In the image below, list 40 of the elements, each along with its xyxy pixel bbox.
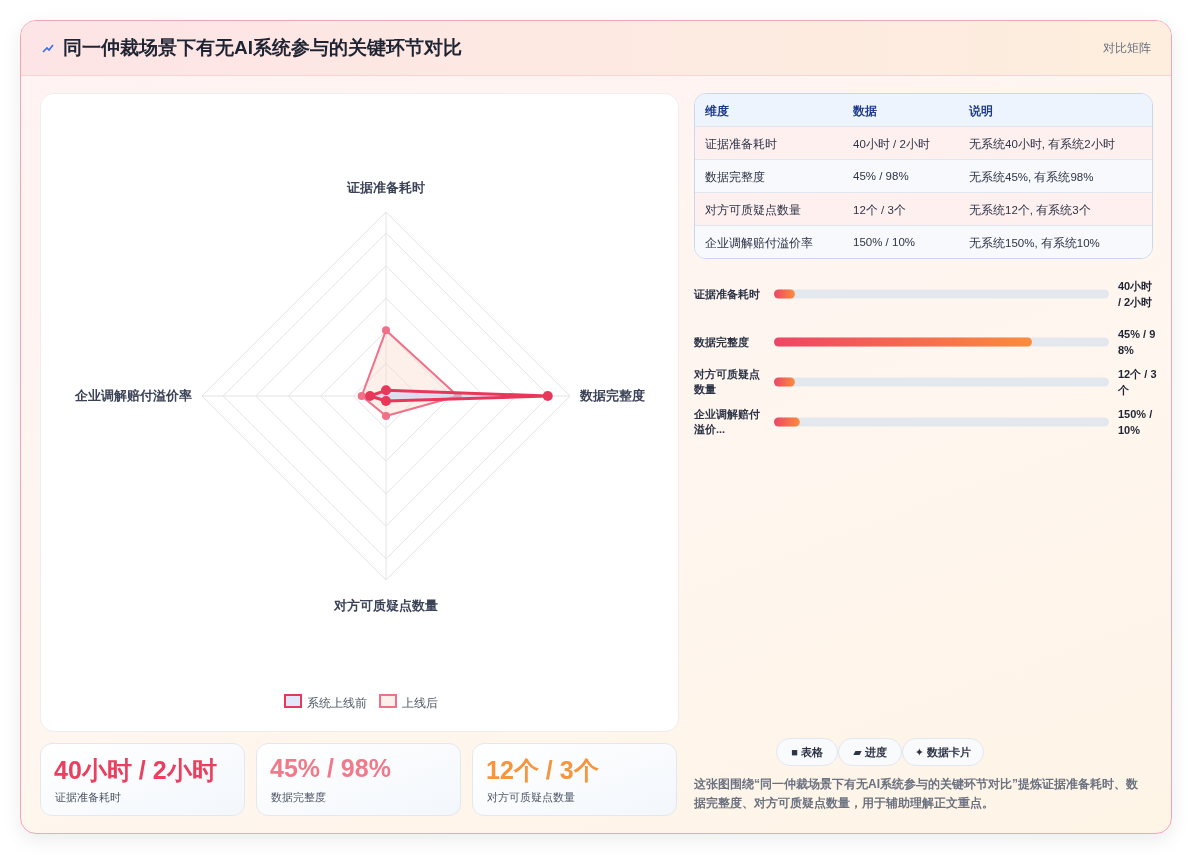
y-tick-label: 对方可质疑点数量	[694, 367, 761, 397]
text: 数据	[853, 104, 877, 119]
text: 无系统45%, 有系统98%	[969, 170, 1094, 185]
text: 说明	[969, 104, 993, 119]
y-tick-label: 企业调解赔付溢价...	[694, 407, 761, 437]
spoke-label: 对方可质疑点数量	[333, 598, 438, 613]
text: 无系统40小时, 有系统2小时	[969, 137, 1115, 152]
y-tick-label: 证据准备耗时	[694, 286, 761, 302]
y-tick-label: 数据完整度	[694, 334, 750, 350]
text: ■ 表格	[776, 738, 838, 766]
text: 45% / 98%	[853, 170, 909, 182]
spoke-label: 数据完整度	[579, 388, 645, 403]
text: 无系统150%, 有系统10%	[969, 236, 1100, 251]
text: 这张图围绕“同一仲裁场景下有无AI系统参与的关键环节对比”提炼证据准备耗时、数据完整度、对方可质疑点数量，用于辅助理解正文重点。	[694, 776, 1139, 812]
text: 对方可质疑点数量	[705, 203, 801, 218]
spoke-label: 证据准备耗时	[346, 180, 425, 195]
text: 同一仲裁场景下有无AI系统参与的关键环节对比	[63, 36, 462, 60]
text: 45% / 98%	[270, 754, 391, 783]
text: 12个 / 3个	[486, 755, 599, 786]
text: 40小时 / 2小时	[1118, 279, 1154, 310]
text: 证据准备耗时	[705, 137, 777, 152]
text: 数据完整度	[271, 790, 326, 805]
legend-label: 上线后	[401, 697, 438, 709]
text: 12个 / 3个	[1118, 367, 1158, 398]
text: ✦ 数据卡片	[902, 738, 984, 766]
text: 150% / 10%	[853, 236, 916, 248]
text: 企业调解赔付溢价率	[705, 236, 813, 251]
text: 对比矩阵	[1103, 40, 1151, 57]
text: 12个 / 3个	[853, 203, 906, 218]
text: 45% / 98%	[1118, 327, 1157, 358]
text: 维度	[705, 104, 729, 119]
text: 150% / 10%	[1118, 407, 1154, 438]
legend-label: 系统上线前	[306, 697, 367, 709]
text: ▰ 进度	[838, 738, 902, 766]
text: 对方可质疑点数量	[487, 790, 575, 805]
text: 无系统12个, 有系统3个	[969, 203, 1091, 218]
text: 40小时 / 2小时	[853, 137, 930, 152]
text: 证据准备耗时	[55, 790, 121, 805]
spoke-label: 企业调解赔付溢价率	[74, 388, 192, 403]
text: 40小时 / 2小时	[54, 755, 217, 786]
